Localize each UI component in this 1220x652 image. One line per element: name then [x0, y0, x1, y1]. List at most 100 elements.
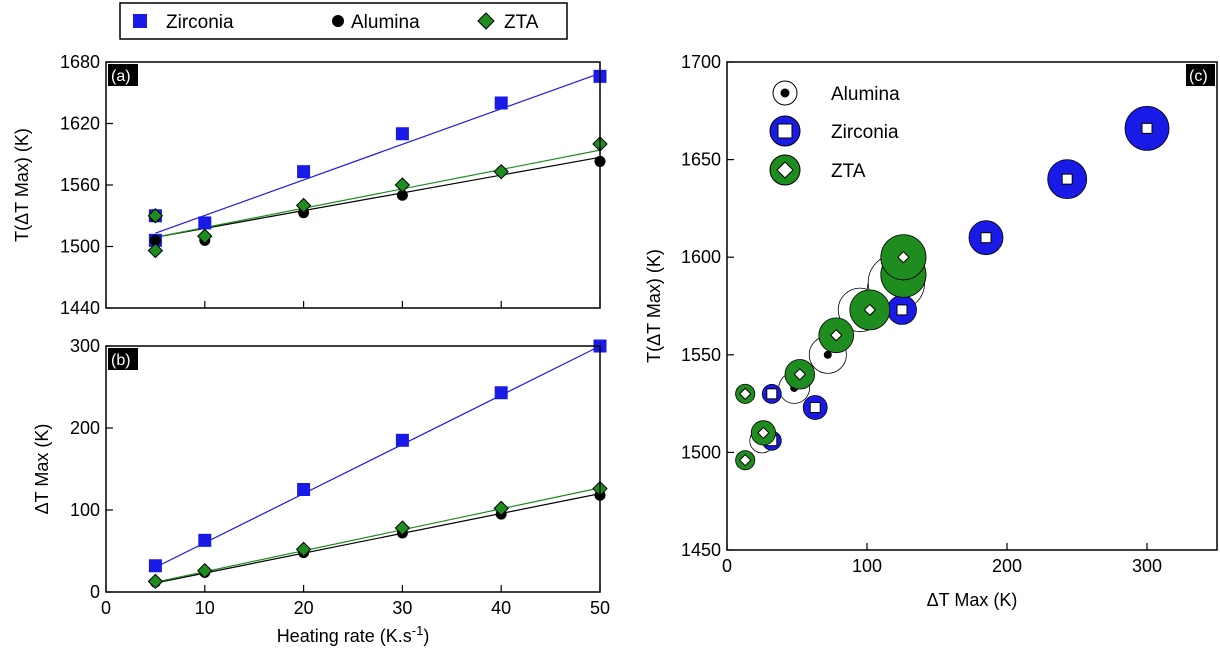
fit-line-zta — [155, 149, 601, 238]
legend-alumina-label: Alumina — [351, 12, 420, 33]
point-zirconia — [494, 96, 508, 110]
panel-c-legend: Alumina Zirconia ZTA — [769, 80, 900, 186]
panel-b-ylabel: ΔT Max (K) — [32, 424, 52, 515]
point-zta — [863, 303, 877, 317]
fit-line-alumina — [155, 156, 601, 238]
legend-zta-marker — [477, 12, 495, 30]
point-zta — [147, 242, 164, 259]
panel-c-frame — [726, 61, 1218, 551]
point-zirconia — [297, 483, 311, 496]
point-alumina — [149, 234, 161, 246]
panel-c-ytick-label: 1550 — [681, 345, 721, 365]
point-zta — [295, 541, 312, 558]
legend-zirconia-label: Zirconia — [166, 12, 234, 33]
panel-c-ylabel: T(ΔT Max) (K) — [644, 249, 664, 363]
panel-b-ytick-label: 200 — [70, 418, 100, 438]
point-zta — [793, 368, 807, 381]
point-zirconia — [148, 559, 162, 573]
panel-b-ytick-label: 100 — [70, 500, 100, 520]
panel-a-ytick-label: 1440 — [60, 298, 100, 318]
panel-a: 1440 1500 1560 1620 1680 (a) T(ΔT Max) (K) — [12, 52, 608, 318]
point-zta — [493, 500, 509, 517]
panel-c-xtick-label: 200 — [992, 556, 1022, 576]
point-zirconia — [1141, 122, 1153, 134]
panel-c-xlabel: ΔT Max (K) — [927, 590, 1018, 610]
legend-c-alumina-label: Alumina — [831, 84, 900, 105]
panel-a-ytick-label: 1560 — [60, 175, 100, 195]
point-zirconia — [809, 402, 821, 414]
legend-alumina-marker — [332, 15, 344, 27]
panel-a-ytick-label: 1500 — [60, 237, 100, 257]
panel-b-xtick-label: 40 — [491, 598, 511, 618]
panel-c-xtick-label: 300 — [1132, 556, 1162, 576]
point-zta — [493, 163, 509, 180]
panel-c-marks: 1450 1500 1550 1600 1650 1700 0 100 200 300 — [681, 52, 1170, 576]
point-zta — [757, 426, 770, 440]
point-zirconia — [896, 304, 908, 316]
panel-c-tag-bg — [1186, 64, 1215, 86]
panel-b-xlabel: Heating rate (K.s-1) — [277, 623, 430, 646]
point-zirconia — [1061, 173, 1073, 185]
panel-a-ylabel: T(ΔT Max) (K) — [12, 128, 32, 242]
point-zirconia — [494, 386, 508, 400]
panel-c-ytick-label: 1700 — [681, 52, 721, 72]
panel-b-ytick-label: 0 — [90, 582, 100, 602]
point-alumina — [396, 189, 408, 201]
point-zirconia — [395, 433, 409, 447]
panel-c: 1450 1500 1550 1600 1650 1700 0 100 200 300 (c) T… — [644, 52, 1218, 610]
point-zta — [197, 228, 213, 244]
fit-line-zirconia — [155, 345, 601, 568]
point-zirconia — [395, 127, 409, 141]
legend-c-zirconia-label: Zirconia — [831, 122, 899, 143]
panel-a-tag: (a) — [111, 68, 131, 85]
panel-c-ytick-label: 1500 — [681, 442, 721, 462]
fit-line-alumina — [155, 493, 601, 584]
panel-c-ytick-label: 1650 — [681, 150, 721, 170]
point-zirconia — [297, 165, 311, 179]
panel-c-xtick-label: 0 — [722, 556, 732, 576]
panel-b-marks: 0 100 200 300 0 10 20 30 40 50 — [70, 336, 610, 618]
legend-c-zta-label: ZTA — [831, 161, 866, 182]
panel-c-xtick-label: 100 — [852, 556, 882, 576]
legend-zirconia-marker — [133, 14, 147, 28]
point-zirconia — [980, 232, 992, 244]
legend-c-alumina-core — [780, 88, 790, 98]
panel-a-frame — [105, 61, 601, 309]
legend-c-zta-core — [776, 161, 794, 179]
point-zta — [147, 208, 164, 224]
point-zta — [147, 573, 164, 590]
panel-a-ytick-label: 1620 — [60, 114, 100, 134]
point-zta — [897, 250, 910, 264]
panel-c-ytick-label: 1600 — [681, 247, 721, 267]
panel-a-marks: 1440 1500 1560 1620 1680 — [60, 52, 608, 318]
legend-c-zirconia-core — [777, 123, 793, 139]
point-zta — [738, 454, 752, 467]
point-alumina — [823, 350, 832, 359]
point-zta — [829, 329, 843, 342]
panel-b-xtick-label: 0 — [101, 598, 111, 618]
panel-b-frame — [105, 345, 601, 593]
panel-b-ytick-label: 300 — [70, 336, 100, 356]
panel-b-tag: (b) — [111, 352, 131, 369]
point-zta — [295, 197, 312, 214]
point-zirconia — [766, 388, 778, 400]
panel-c-tag: (c) — [1189, 68, 1208, 85]
panel-b-xtick-label: 50 — [590, 598, 610, 618]
fit-line-zirconia — [155, 72, 601, 234]
fit-line-zta — [155, 487, 601, 583]
panel-a-ytick-label: 1680 — [60, 52, 100, 72]
legend-zta-label: ZTA — [504, 12, 539, 33]
panel-b-tag-bg — [108, 348, 138, 370]
point-zta — [197, 562, 213, 579]
point-zta — [738, 387, 752, 401]
point-zta — [394, 177, 411, 193]
point-zirconia — [198, 533, 212, 547]
panel-b-xtick-label: 20 — [294, 598, 314, 618]
point-zirconia — [198, 216, 212, 230]
panel-c-ytick-label: 1450 — [681, 540, 721, 560]
point-zta — [394, 520, 411, 536]
panel-a-tag-bg — [108, 64, 138, 86]
panel-b-xtick-label: 10 — [195, 598, 215, 618]
top-legend: Zirconia Alumina ZTA — [119, 2, 568, 40]
